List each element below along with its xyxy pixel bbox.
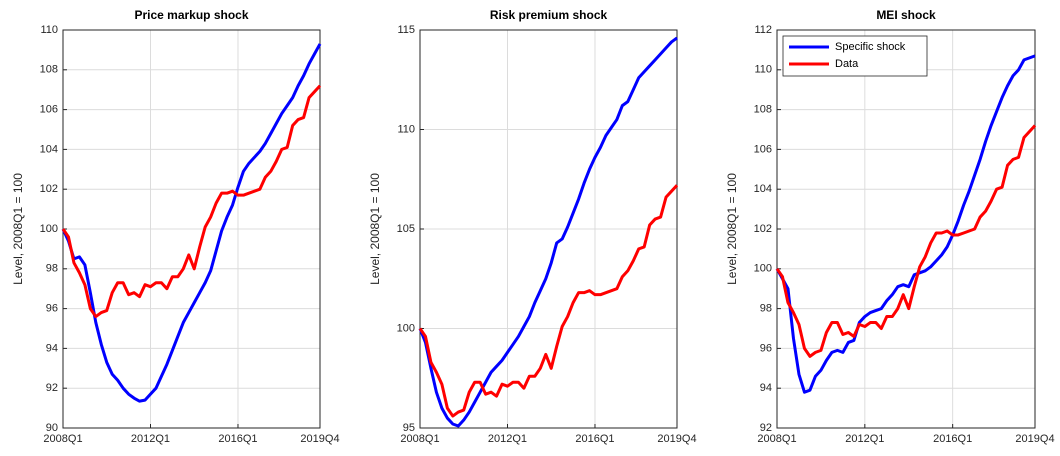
y-tick-label: 96 bbox=[760, 342, 772, 354]
chart-title: Risk premium shock bbox=[490, 8, 608, 22]
y-tick-label: 96 bbox=[46, 303, 58, 315]
series-line bbox=[775, 54, 1036, 394]
y-tick-label: 105 bbox=[397, 223, 415, 235]
y-axis-label: Level, 2008Q1 = 100 bbox=[11, 173, 25, 285]
y-tick-label: 110 bbox=[397, 123, 415, 135]
chart-title: Price markup shock bbox=[134, 8, 248, 22]
x-tick-label: 2008Q1 bbox=[757, 433, 796, 445]
y-tick-label: 106 bbox=[754, 143, 772, 155]
x-tick-label: 2016Q1 bbox=[933, 433, 972, 445]
legend-box bbox=[782, 35, 928, 77]
y-tick-label: 90 bbox=[46, 422, 58, 434]
y-tick-label: 115 bbox=[397, 24, 415, 36]
y-tick-label: 100 bbox=[397, 322, 415, 334]
y-axis-label: Level, 2008Q1 = 100 bbox=[368, 173, 382, 285]
plot-frame bbox=[776, 29, 1036, 429]
y-tick-label: 108 bbox=[754, 104, 772, 116]
y-tick-label: 108 bbox=[40, 64, 58, 76]
legend-label: Specific shock bbox=[835, 41, 906, 53]
y-tick-label: 104 bbox=[754, 183, 772, 195]
y-tick-label: 94 bbox=[46, 342, 58, 354]
x-tick-label: 2016Q1 bbox=[218, 433, 257, 445]
x-tick-label: 2019Q4 bbox=[1015, 433, 1054, 445]
y-tick-label: 112 bbox=[754, 24, 772, 36]
y-tick-label: 110 bbox=[40, 24, 58, 36]
y-tick-label: 95 bbox=[403, 422, 415, 434]
y-tick-label: 94 bbox=[760, 382, 772, 394]
x-tick-label: 2012Q1 bbox=[488, 433, 527, 445]
y-tick-label: 102 bbox=[754, 223, 772, 235]
x-tick-label: 2012Q1 bbox=[845, 433, 884, 445]
y-tick-label: 100 bbox=[40, 223, 58, 235]
y-tick-label: 98 bbox=[760, 303, 772, 315]
x-tick-label: 2016Q1 bbox=[575, 433, 614, 445]
series-line bbox=[61, 84, 322, 319]
y-tick-label: 102 bbox=[40, 183, 58, 195]
series-line bbox=[61, 43, 322, 403]
series-line bbox=[418, 36, 678, 428]
plot-frame bbox=[419, 29, 678, 429]
x-tick-label: 2008Q1 bbox=[400, 433, 439, 445]
x-tick-label: 2008Q1 bbox=[43, 433, 82, 445]
x-tick-label: 2012Q1 bbox=[131, 433, 170, 445]
y-tick-label: 92 bbox=[760, 422, 772, 434]
y-axis-label: Level, 2008Q1 = 100 bbox=[725, 173, 739, 285]
series-line bbox=[775, 124, 1037, 358]
y-tick-label: 110 bbox=[754, 64, 772, 76]
y-tick-label: 104 bbox=[40, 143, 58, 155]
x-tick-label: 2019Q4 bbox=[300, 433, 339, 445]
legend-label: Data bbox=[835, 58, 859, 70]
chart-title: MEI shock bbox=[876, 8, 936, 22]
y-tick-label: 106 bbox=[40, 104, 58, 116]
y-tick-label: 100 bbox=[754, 263, 772, 275]
x-tick-label: 2019Q4 bbox=[657, 433, 696, 445]
y-tick-label: 92 bbox=[46, 382, 58, 394]
series-line bbox=[418, 184, 679, 418]
y-tick-label: 98 bbox=[46, 263, 58, 275]
